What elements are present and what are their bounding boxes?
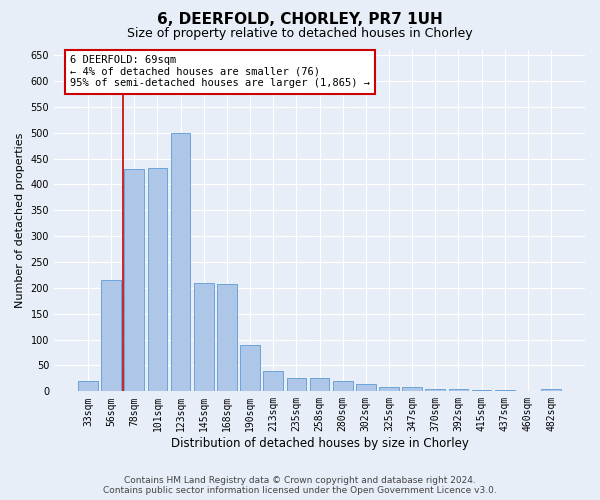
Bar: [495, 390, 515, 392]
Text: 6, DEERFOLD, CHORLEY, PR7 1UH: 6, DEERFOLD, CHORLEY, PR7 1UH: [157, 12, 443, 28]
Text: 6 DEERFOLD: 69sqm
← 4% of detached houses are smaller (76)
95% of semi-detached : 6 DEERFOLD: 69sqm ← 4% of detached house…: [70, 55, 370, 88]
Bar: [194, 282, 214, 392]
X-axis label: Distribution of detached houses by size in Chorley: Distribution of detached houses by size …: [170, 437, 469, 450]
Bar: [449, 388, 468, 392]
Bar: [217, 284, 237, 392]
Bar: [287, 378, 306, 392]
Bar: [333, 381, 353, 392]
Bar: [240, 345, 260, 392]
Bar: [472, 390, 491, 392]
Bar: [402, 387, 422, 392]
Bar: [356, 384, 376, 392]
Bar: [124, 169, 144, 392]
Bar: [379, 387, 399, 392]
Bar: [541, 388, 561, 392]
Bar: [263, 370, 283, 392]
Bar: [171, 132, 190, 392]
Bar: [148, 168, 167, 392]
Text: Contains HM Land Registry data © Crown copyright and database right 2024.
Contai: Contains HM Land Registry data © Crown c…: [103, 476, 497, 495]
Bar: [310, 378, 329, 392]
Bar: [425, 388, 445, 392]
Text: Size of property relative to detached houses in Chorley: Size of property relative to detached ho…: [127, 28, 473, 40]
Y-axis label: Number of detached properties: Number of detached properties: [15, 133, 25, 308]
Bar: [518, 391, 538, 392]
Bar: [101, 280, 121, 392]
Bar: [78, 381, 98, 392]
